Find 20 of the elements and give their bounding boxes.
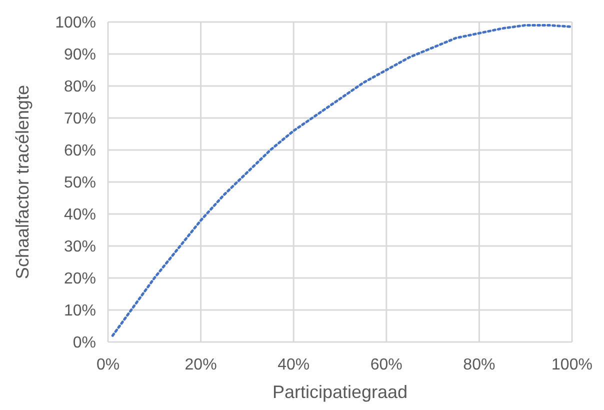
x-tick-label: 40% [278,356,310,374]
y-axis-title: Schaalfactor tracélengte [12,84,32,280]
y-tick-label: 10% [64,302,96,320]
y-tick-label: 50% [64,174,96,192]
y-tick-label: 40% [64,206,96,224]
line-series [111,24,572,337]
x-tick-label: 60% [370,356,402,374]
y-tick-label: 90% [64,46,96,64]
x-tick-label: 100% [552,356,592,374]
x-tick-label: 20% [184,356,217,374]
y-tick-label: 80% [64,78,96,96]
x-axis-title: Participatiegraad [272,382,408,402]
y-tick-label: 20% [64,270,96,288]
y-tick-label: 100% [55,14,96,32]
y-tick-label: 70% [64,110,96,128]
y-tick-label: 60% [64,142,96,160]
x-tick-label: 0% [96,356,120,374]
y-tick-label: 0% [72,334,96,352]
y-tick-label: 30% [64,238,96,256]
x-tick-label: 80% [463,356,496,374]
